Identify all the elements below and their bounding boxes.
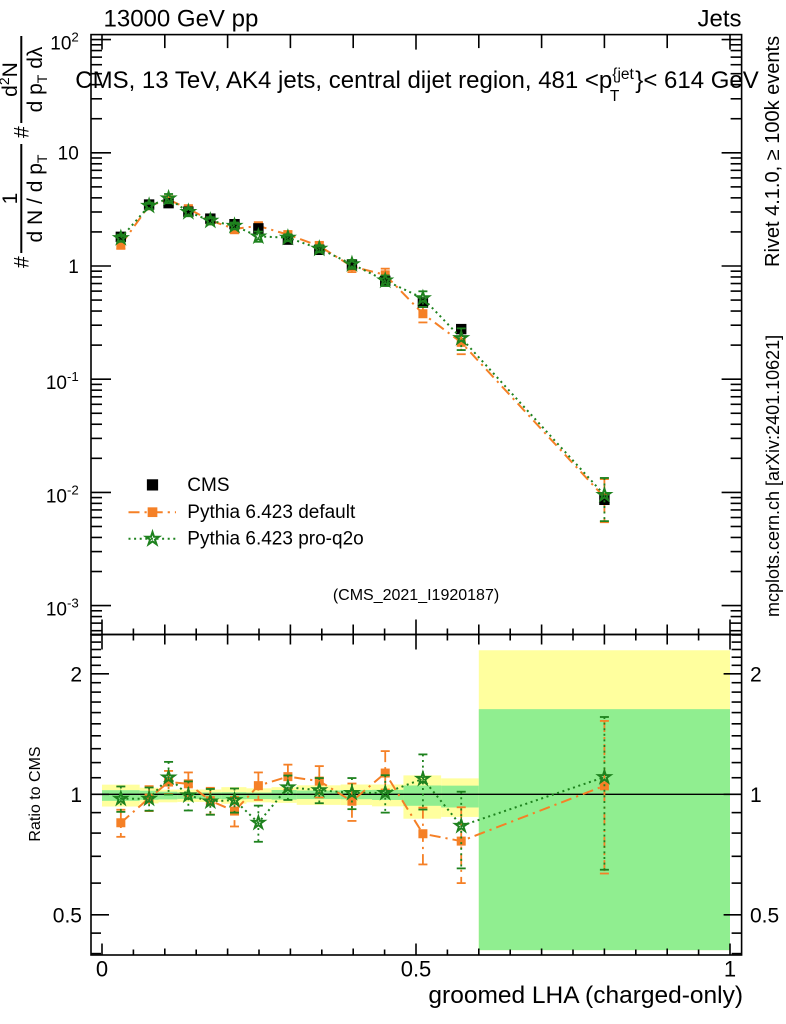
plot-title: CMS, 13 TeV, AK4 jets, central dijet reg… [75,66,758,105]
top-left-title: 13000 GeV pp [104,6,259,33]
svg-text:1: 1 [724,957,736,982]
svg-text:0.5: 0.5 [53,904,82,927]
svg-text:10: 10 [58,144,79,165]
svg-text:0.5: 0.5 [401,957,432,982]
top-right-title: Jets [697,6,741,33]
legend-label-proq2o: Pythia 6.423 pro-q2o [187,529,363,550]
ylabel-frac2-num: d2N [0,62,22,97]
ylabel-hash-2: # [11,126,34,138]
svg-text:0: 0 [96,957,108,982]
x-axis-label: groomed LHA (charged-only) [428,982,743,1009]
main-y-axis-label: # 1 d N / d pT # d2N d pT dλ [0,36,50,268]
ylabel-frac2-den: d pT dλ [24,46,50,112]
svg-text:0.5: 0.5 [750,904,779,927]
svg-text:10-2: 10-2 [46,482,79,507]
svg-text:102: 102 [50,30,79,55]
svg-text:1: 1 [68,257,79,278]
ylabel-hash-1: # [11,256,34,268]
ylabel-frac1-den: d N / d pT [24,154,50,242]
legend-label-cms: CMS [187,475,229,496]
svg-text:2: 2 [70,663,82,686]
svg-text:10-3: 10-3 [46,596,79,621]
svg-text:1: 1 [750,784,762,807]
ratio-y-axis-label: Ratio to CMS [27,746,44,841]
svg-text:2: 2 [750,663,762,686]
svg-text:1: 1 [70,784,82,807]
watermark: (CMS_2021_I1920187) [333,587,499,604]
ylabel-frac1-num: 1 [0,193,22,205]
legend-label-default: Pythia 6.423 default [187,502,356,523]
chart-generated-layer: 102 10 1 10-1 10-2 10-3 2 2 1 1 0.5 0.5 0 0.5 1 [46,30,779,982]
side-note-rivet: Rivet 4.1.0, ≥ 100k events [762,36,784,267]
svg-text:10-1: 10-1 [46,369,79,394]
side-note-mcplots: mcplots.cern.ch [arXiv:2401.10621] [763,335,783,617]
